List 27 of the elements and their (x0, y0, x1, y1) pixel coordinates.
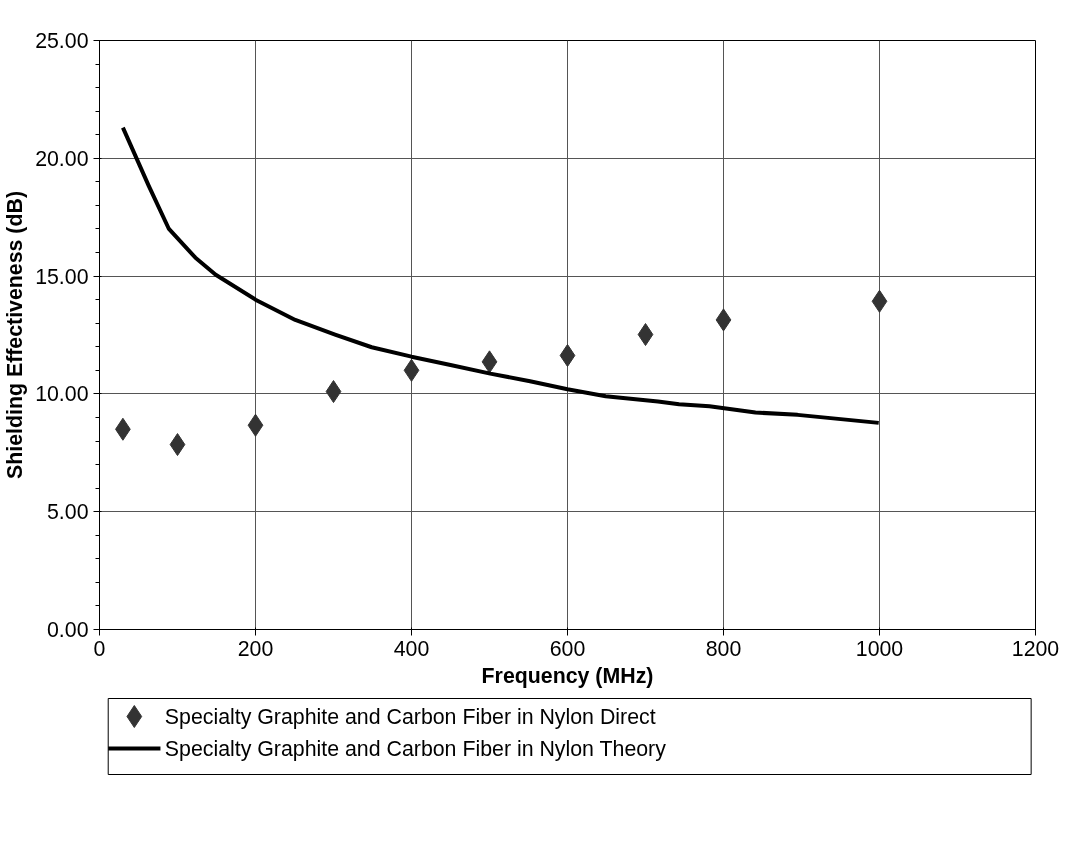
x-tick-label: 1200 (1011, 636, 1060, 661)
y-tick-label: 20.00 (35, 146, 89, 171)
x-tick-label: 200 (237, 636, 274, 661)
point (403, 358, 420, 382)
x-axis-title: Frequency (MHz) (481, 663, 654, 688)
point (481, 350, 498, 374)
point (325, 380, 342, 404)
x-tick-label: 600 (549, 636, 586, 661)
x-tick-label: 1000 (855, 636, 904, 661)
y-tick-label: 25.00 (35, 29, 89, 53)
y-tick-label: 15.00 (35, 264, 89, 289)
x-tick-label: 0 (93, 636, 106, 661)
y-axis-title: Shielding Effectiveness (dB) (3, 191, 28, 479)
point (247, 413, 264, 437)
y-tick-label: 5.00 (46, 500, 89, 525)
x-tick-label: 400 (393, 636, 430, 661)
x-tick-label: 800 (705, 636, 742, 661)
point (559, 344, 576, 367)
point (637, 323, 654, 347)
point (871, 289, 888, 313)
y-tick-label: 10.00 (35, 382, 89, 407)
legend-label: Specialty Graphite and Carbon Fiber in Nylon Theory (164, 736, 667, 761)
point (715, 308, 732, 332)
legend-label: Specialty Graphite and Carbon Fiber in Nylon Direct (164, 704, 656, 729)
point (169, 433, 186, 457)
y-tick-label: 0.00 (46, 618, 89, 642)
line-series (120, 125, 881, 425)
